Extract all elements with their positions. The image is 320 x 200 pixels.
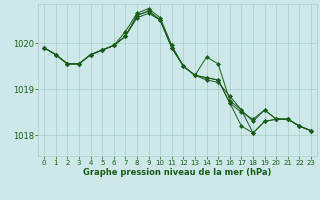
X-axis label: Graphe pression niveau de la mer (hPa): Graphe pression niveau de la mer (hPa) bbox=[84, 168, 272, 177]
